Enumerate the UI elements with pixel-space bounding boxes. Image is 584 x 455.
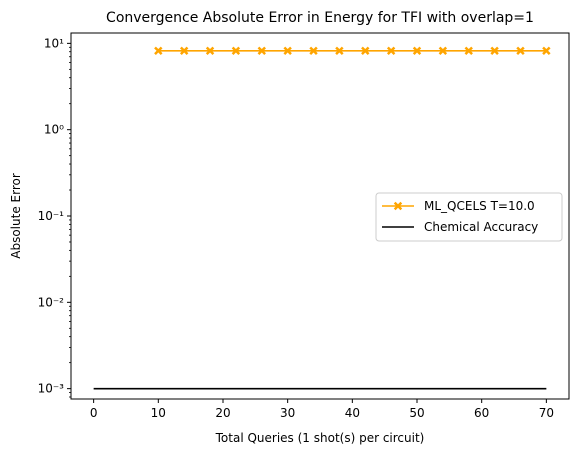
data-point [490, 46, 499, 55]
data-point [516, 46, 525, 55]
legend: ML_QCELS T=10.0 Chemical Accuracy [375, 192, 563, 242]
y-tick-label: 10⁻¹ [38, 209, 65, 223]
x-tick-label: 50 [409, 406, 424, 420]
legend-label-ml-qcels: ML_QCELS T=10.0 [424, 199, 535, 213]
data-point [257, 46, 266, 55]
axes-layer: 0 10 20 30 40 50 60 70 10⁻³ 10⁻² 10⁻¹ 10⁰ 10¹ [38, 36, 554, 420]
y-tick-label: 10⁰ [44, 123, 64, 137]
data-point [464, 46, 473, 55]
data-point [283, 46, 292, 55]
data-point [542, 46, 551, 55]
data-point [231, 46, 241, 55]
data-point [154, 46, 163, 55]
y-tick-label: 10¹ [44, 36, 64, 50]
y-tick-label: 10⁻³ [38, 382, 65, 396]
y-axis-label: Absolute Error [9, 173, 23, 259]
series-layer [93, 46, 551, 390]
plot-frame [70, 32, 570, 400]
legend-box [375, 192, 563, 242]
legend-marker-ml-qcels [393, 201, 403, 211]
y-tick-label: 10⁻² [38, 295, 65, 309]
data-point [205, 46, 215, 55]
x-tick-label: 70 [539, 406, 554, 420]
x-tick-label: 20 [215, 406, 230, 420]
data-point [335, 46, 344, 55]
x-tick-label: 30 [280, 406, 295, 420]
data-point [386, 46, 396, 55]
x-axis-label: Total Queries (1 shot(s) per circuit) [215, 431, 425, 445]
legend-label-chemical-accuracy: Chemical Accuracy [424, 220, 538, 234]
data-point [309, 46, 318, 55]
chart-title: Convergence Absolute Error in Energy for… [106, 10, 534, 26]
x-tick-label: 10 [151, 406, 166, 420]
data-point [438, 46, 448, 55]
x-tick-label: 0 [90, 406, 98, 420]
data-point [179, 46, 189, 55]
x-tick-label: 40 [345, 406, 360, 420]
data-point [361, 46, 370, 55]
data-point [412, 46, 422, 55]
x-tick-label: 60 [474, 406, 489, 420]
